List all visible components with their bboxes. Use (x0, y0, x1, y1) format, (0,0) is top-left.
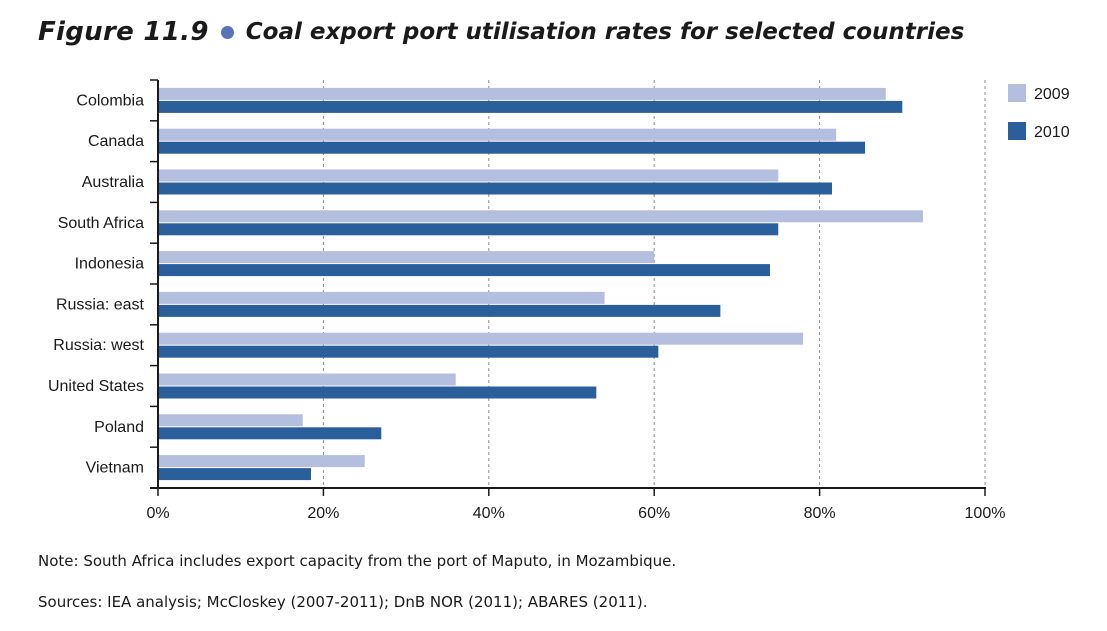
bar-2009 (158, 373, 456, 386)
bar-2009 (158, 210, 923, 223)
category-label: Australia (82, 174, 144, 191)
bar-2009 (158, 455, 365, 468)
figure-title-row: Figure 11.9 Coal export port utilisation… (38, 10, 964, 54)
figure-title: Coal export port utilisation rates for s… (245, 19, 965, 45)
bar-2009 (158, 291, 605, 304)
bar-2009 (158, 128, 837, 141)
bar-2010 (158, 468, 311, 481)
legend-swatch-2009 (1008, 84, 1026, 102)
bar-2009 (158, 332, 804, 345)
bar-2010 (158, 386, 597, 399)
bar-2010 (158, 182, 833, 195)
bar-2010 (158, 427, 382, 440)
chart-note: Note: South Africa includes export capac… (38, 552, 677, 570)
x-tick-label: 80% (804, 505, 836, 522)
category-label: Vietnam (86, 460, 144, 477)
bar-2009 (158, 87, 886, 100)
bar-2009 (158, 251, 655, 264)
legend-label-2010: 2010 (1034, 124, 1070, 141)
bar-2010 (158, 223, 779, 236)
category-label: Russia: west (53, 337, 144, 354)
x-tick-label: 40% (473, 505, 505, 522)
bar-2010 (158, 304, 721, 317)
category-label: Colombia (76, 92, 144, 109)
chart-sources: Sources: IEA analysis; McCloskey (2007-2… (38, 593, 648, 611)
category-label: South Africa (58, 215, 144, 232)
x-tick-label: 0% (146, 505, 169, 522)
title-bullet-dot (220, 25, 234, 39)
bar-2010 (158, 345, 659, 358)
bar-2010 (158, 141, 866, 154)
bar-2009 (158, 414, 303, 427)
x-tick-label: 60% (638, 505, 670, 522)
legend-label-2009: 2009 (1034, 86, 1070, 103)
category-label: Poland (94, 419, 144, 436)
x-tick-label: 20% (307, 505, 339, 522)
category-label: Indonesia (75, 256, 144, 273)
legend-swatch-2010 (1008, 122, 1026, 140)
figure-label: Figure 11.9 (38, 17, 209, 47)
x-tick-label: 100% (965, 505, 1006, 522)
bar-chart: Colombia Canada Australia South Africa Indon… (48, 79, 1070, 522)
category-label: Russia: east (56, 296, 145, 313)
category-label: Canada (88, 133, 144, 150)
category-label: United States (48, 378, 144, 395)
bar-2010 (158, 264, 770, 277)
bar-2010 (158, 100, 903, 113)
bar-2009 (158, 169, 779, 182)
